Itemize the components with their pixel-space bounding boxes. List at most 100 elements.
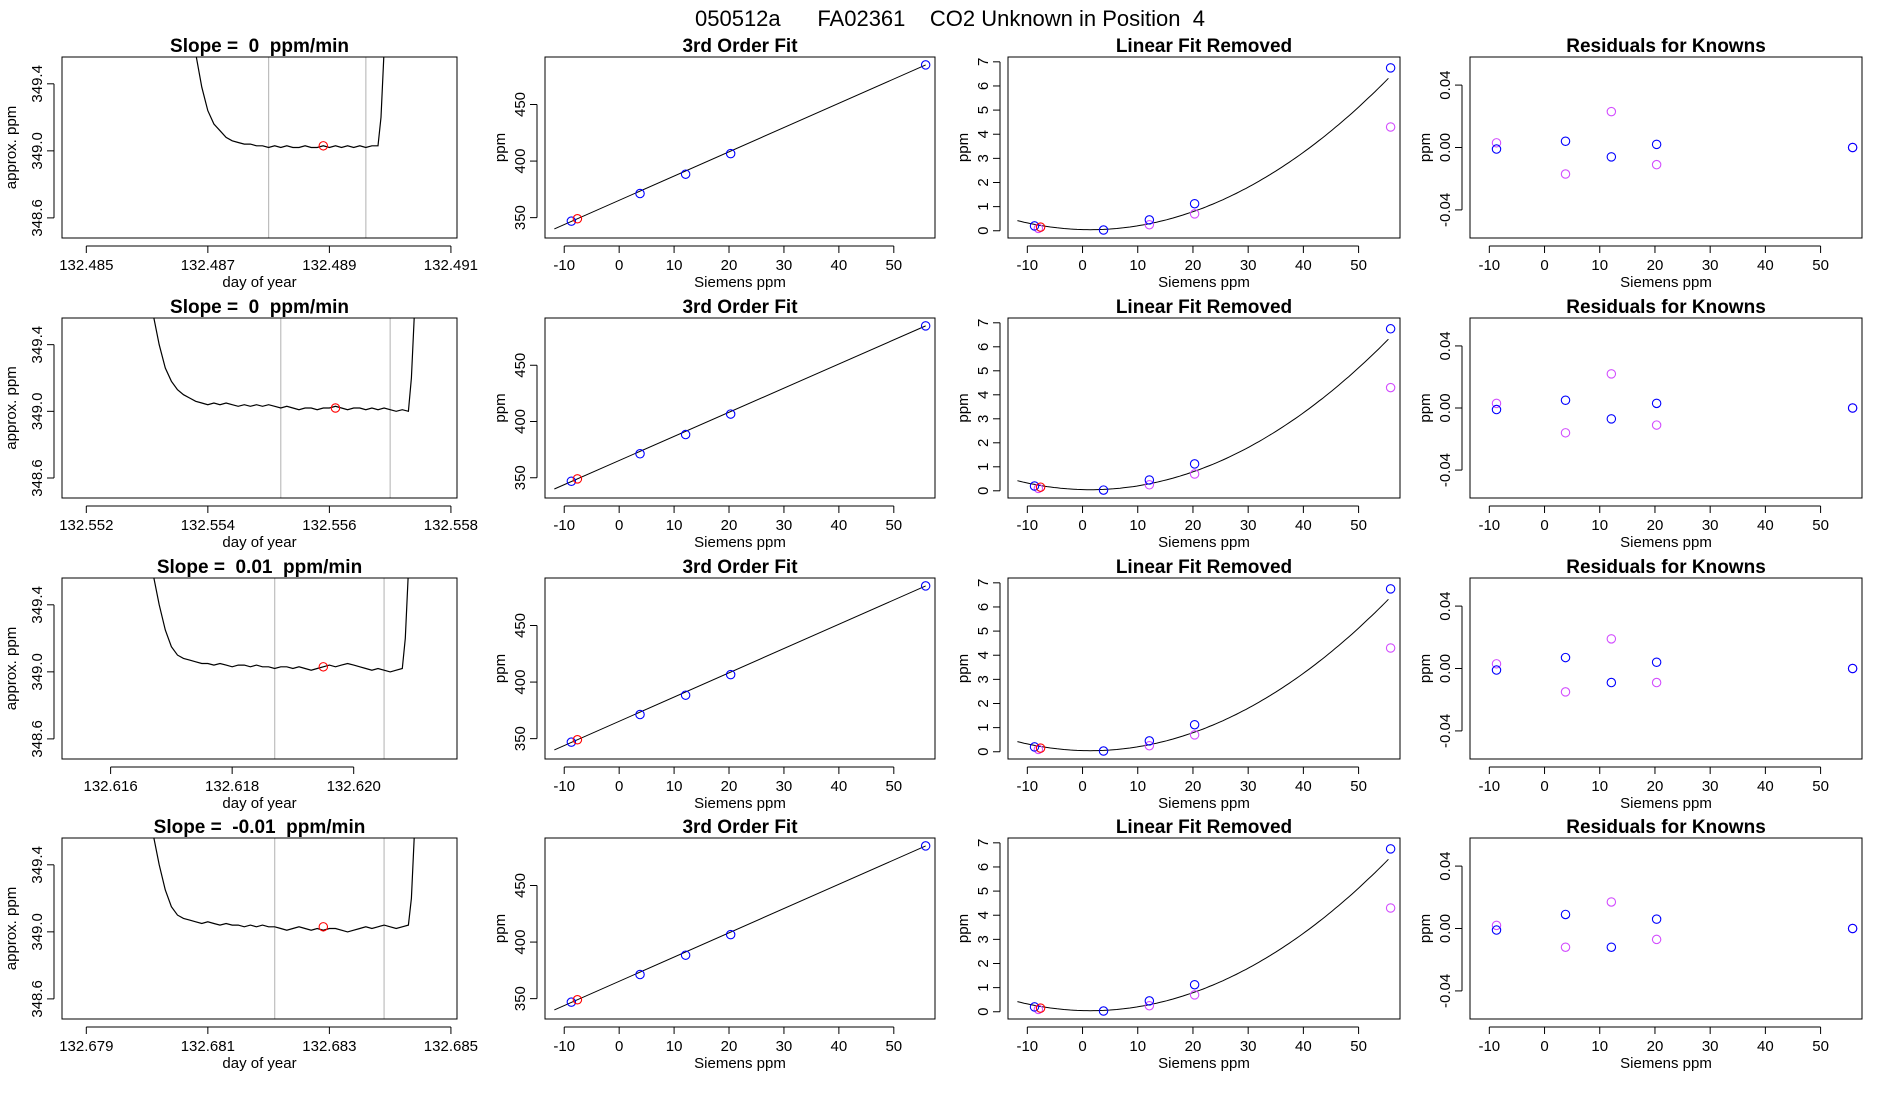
- alt-point: [1491, 659, 1502, 669]
- plot-data: [1491, 634, 1858, 697]
- panel-fit-row1: 3rd Order Fit -10 0 10 20 30 40 50 Siemens ppm 35…: [492, 297, 936, 551]
- plot-data: [195, 57, 385, 151]
- series-line: [153, 578, 409, 673]
- alt-point: [1144, 480, 1155, 490]
- known-point: [725, 929, 736, 940]
- known-point: [1560, 395, 1571, 405]
- y-tick-label: 350: [512, 726, 529, 751]
- x-tick-label: 30: [1702, 257, 1719, 274]
- x-tick-label: 20: [1647, 1038, 1664, 1055]
- y-tick-label: 5: [975, 627, 992, 635]
- plot-data: [153, 318, 415, 413]
- y-tick-label: 0.00: [1437, 133, 1454, 162]
- fit-line: [554, 845, 926, 1011]
- y-tick-label: 350: [512, 205, 529, 230]
- fit-line: [554, 64, 926, 230]
- alt-point: [1144, 1000, 1155, 1011]
- known-point: [1098, 746, 1109, 756]
- known-point: [1651, 398, 1662, 409]
- y-tick-label: 350: [512, 986, 529, 1011]
- x-tick-label: 132.556: [302, 517, 356, 534]
- x-tick-label: 10: [666, 517, 683, 534]
- alt-point: [1651, 420, 1662, 430]
- x-axis-label: Siemens ppm: [1158, 795, 1250, 812]
- plot-frame: [1007, 577, 1401, 760]
- panel-linear_removed-row3: Linear Fit Removed-10 0 10 20 30 40 50Siemens …: [955, 817, 1401, 1072]
- panel-fit-row2: 3rd Order Fit -10 0 10 20 30 40 50 Siemens ppm 35…: [492, 557, 936, 812]
- alt-point: [1606, 106, 1617, 117]
- alt-point: [1491, 138, 1502, 148]
- y-axis-label: ppm: [492, 914, 509, 943]
- fit-curve: [1017, 77, 1389, 231]
- x-tick-label: -10: [1478, 257, 1500, 274]
- x-tick-label: 0: [1078, 257, 1086, 274]
- plot-data: [1491, 106, 1858, 179]
- x-axis-label: Siemens ppm: [694, 795, 786, 812]
- y-tick-label: 6: [975, 82, 992, 90]
- panel-title: Linear Fit Removed: [1116, 817, 1292, 838]
- y-tick-label: 400: [512, 930, 529, 955]
- y-tick-label: 7: [975, 839, 992, 847]
- x-tick-label: 50: [1812, 517, 1829, 534]
- x-tick-label: 0: [1540, 257, 1548, 274]
- fit-curve: [1017, 338, 1389, 491]
- known-point: [1560, 909, 1571, 920]
- x-tick-label: 132.558: [424, 517, 478, 534]
- known-point: [1847, 142, 1858, 153]
- x-axis-label: Siemens ppm: [1620, 534, 1712, 551]
- x-axis-label: Siemens ppm: [1620, 795, 1712, 812]
- x-tick-label: 20: [1185, 257, 1202, 274]
- x-tick-label: 10: [1129, 257, 1146, 274]
- y-tick-label: 400: [512, 409, 529, 434]
- plot-data: [1017, 844, 1396, 1016]
- known-point: [1144, 996, 1155, 1006]
- panel-title: 3rd Order Fit: [682, 297, 798, 318]
- x-tick-label: 0: [1540, 1038, 1548, 1055]
- x-tick-label: 30: [776, 1038, 793, 1055]
- known-point: [1189, 719, 1200, 730]
- known-point: [725, 148, 736, 159]
- plot-frame: [544, 317, 936, 499]
- known-point: [1144, 475, 1155, 485]
- x-tick-label: -10: [553, 257, 575, 274]
- known-point: [1847, 923, 1858, 934]
- x-tick-label: 50: [1350, 778, 1367, 795]
- y-axis-label: ppm: [955, 133, 972, 162]
- unknown-point: [572, 474, 583, 484]
- x-tick-label: 132.491: [424, 257, 478, 274]
- x-tick-label: 10: [1591, 257, 1608, 274]
- known-point: [1189, 198, 1200, 209]
- alt-point: [1189, 209, 1200, 219]
- y-tick-label: 348.6: [29, 199, 46, 237]
- y-axis-label: ppm: [492, 393, 509, 422]
- x-axis-label: day of year: [222, 534, 296, 551]
- x-tick-label: 50: [1812, 778, 1829, 795]
- average-marker: [318, 141, 329, 151]
- known-point: [1651, 914, 1662, 924]
- known-point: [920, 321, 931, 331]
- x-tick-label: 30: [776, 778, 793, 795]
- x-tick-label: 40: [831, 1038, 848, 1055]
- x-tick-label: -10: [1478, 1038, 1500, 1055]
- plot-frame: [61, 317, 458, 499]
- x-tick-label: 20: [1185, 517, 1202, 534]
- panel-timeseries-row3: Slope = -0.01 ppm/min 132.679 132.681 132.6…: [3, 817, 478, 1072]
- alt-point: [1385, 643, 1396, 653]
- x-tick-label: 20: [1185, 1038, 1202, 1055]
- alt-point: [1651, 677, 1662, 688]
- known-point: [1385, 584, 1396, 594]
- x-tick-label: 50: [1350, 257, 1367, 274]
- known-point: [1651, 657, 1662, 668]
- fit-line: [554, 585, 926, 751]
- x-tick-label: 132.489: [302, 257, 356, 274]
- x-tick-label: 20: [721, 778, 738, 795]
- panel-title: 3rd Order Fit: [682, 557, 798, 578]
- y-tick-label: 5: [975, 887, 992, 895]
- y-tick-label: 0: [975, 487, 992, 495]
- y-tick-label: 2: [975, 959, 992, 967]
- plot-frame: [1007, 837, 1401, 1020]
- known-point: [1606, 414, 1617, 424]
- plot-data: [153, 578, 409, 673]
- y-tick-label: 349.0: [29, 393, 46, 431]
